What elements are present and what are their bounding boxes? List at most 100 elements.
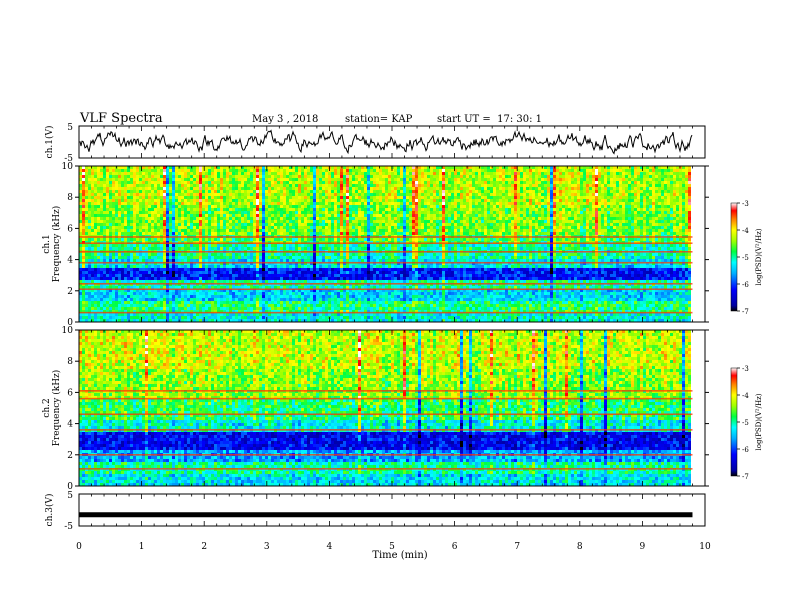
spectrogram-cell <box>304 268 307 271</box>
spectrogram-cell <box>352 178 355 181</box>
spectrogram-cell <box>208 298 211 301</box>
spectrogram-cell <box>115 181 118 184</box>
spectrogram-cell <box>265 175 268 178</box>
spectrogram-cell <box>136 229 139 232</box>
spectrogram-cell <box>211 190 214 193</box>
spectrogram-cell <box>310 229 313 232</box>
spectrogram-cell <box>313 208 316 211</box>
spectrogram-cell <box>259 184 262 187</box>
spectrogram-cell <box>94 187 97 190</box>
spectrogram-cell <box>253 289 256 292</box>
spectrogram-cell <box>187 298 190 301</box>
spectrogram-cell <box>103 259 106 262</box>
spectrogram-cell <box>223 217 226 220</box>
spectrogram-cell <box>292 280 295 283</box>
spectrogram-cell <box>130 229 133 232</box>
spectrogram-cell <box>115 247 118 250</box>
spectrogram-cell <box>247 259 250 262</box>
spectrogram-cell <box>139 226 142 229</box>
spectrogram-cell <box>346 193 349 196</box>
spectrogram-cell <box>157 178 160 181</box>
spectrogram-cell <box>253 217 256 220</box>
spectrogram-cell <box>181 178 184 181</box>
spectrogram-cell <box>295 187 298 190</box>
spectrogram-cell <box>82 295 85 298</box>
spectrogram-cell <box>364 238 367 241</box>
spectrogram-cell <box>235 175 238 178</box>
spectrogram-cell <box>295 316 298 319</box>
spectrogram-cell <box>103 307 106 310</box>
spectrogram-cell <box>163 190 166 193</box>
spectrogram-cell <box>247 307 250 310</box>
spectrogram-cell <box>85 178 88 181</box>
spectrogram-cell <box>310 289 313 292</box>
spectrogram-cell <box>136 169 139 172</box>
spectrogram-cell <box>121 169 124 172</box>
spectrogram-cell <box>169 187 172 190</box>
spectrogram-cell <box>205 280 208 283</box>
spectrogram-cell <box>295 301 298 304</box>
spectrogram-cell <box>148 292 151 295</box>
spectrogram-cell <box>184 184 187 187</box>
spectrogram-cell <box>202 256 205 259</box>
spectrogram-cell <box>127 208 130 211</box>
spectrogram-cell <box>298 226 301 229</box>
spectrogram-cell <box>298 304 301 307</box>
spectrogram-cell <box>304 223 307 226</box>
spectrogram-cell <box>313 289 316 292</box>
spectrogram-cell <box>124 295 127 298</box>
spectrogram-cell <box>124 274 127 277</box>
spectrogram-cell <box>193 184 196 187</box>
spectrogram-cell <box>292 244 295 247</box>
spectrogram-cell <box>118 304 121 307</box>
spectrogram-cell <box>190 259 193 262</box>
spectrogram-cell <box>361 190 364 193</box>
spectrogram-cell <box>118 244 121 247</box>
spectrogram-cell <box>259 175 262 178</box>
spectrogram-cell <box>349 205 352 208</box>
spectrogram-cell <box>361 175 364 178</box>
spectrogram-cell <box>355 289 358 292</box>
spectrogram-cell <box>364 310 367 313</box>
spectrogram-cell <box>136 313 139 316</box>
spectrogram-cell <box>253 208 256 211</box>
spectrogram-cell <box>349 211 352 214</box>
spectrogram-cell <box>166 196 169 199</box>
spectrogram-cell <box>142 286 145 289</box>
spectrogram-cell <box>343 226 346 229</box>
spectrogram-cell <box>220 310 223 313</box>
spectrogram-cell <box>361 265 364 268</box>
spectrogram-cell <box>238 223 241 226</box>
spectrogram-cell <box>304 244 307 247</box>
spectrogram-cell <box>109 175 112 178</box>
spectrogram-cell <box>271 244 274 247</box>
spectrogram-cell <box>199 319 202 322</box>
spectrogram-cell <box>100 166 103 169</box>
spectrogram-cell <box>163 253 166 256</box>
spectrogram-cell <box>343 202 346 205</box>
spectrogram-cell <box>322 220 325 223</box>
spectrogram-cell <box>85 292 88 295</box>
spectrogram-cell <box>241 223 244 226</box>
spectrogram-cell <box>187 316 190 319</box>
spectrogram-cell <box>196 223 199 226</box>
spectrogram-cell <box>100 310 103 313</box>
spectrogram-cell <box>136 247 139 250</box>
spectrogram-cell <box>169 277 172 280</box>
spectrogram-cell <box>358 316 361 319</box>
spectrogram-cell <box>103 268 106 271</box>
spectrogram-cell <box>106 286 109 289</box>
spectrogram-cell <box>241 208 244 211</box>
spectrogram-cell <box>235 211 238 214</box>
spectrogram-cell <box>280 286 283 289</box>
spectrogram-cell <box>310 223 313 226</box>
spectrogram-cell <box>220 271 223 274</box>
spectrogram-cell <box>292 289 295 292</box>
spectrogram-cell <box>259 295 262 298</box>
spectrogram-cell <box>85 247 88 250</box>
spectrogram-cell <box>112 316 115 319</box>
spectrogram-cell <box>259 199 262 202</box>
spectrogram-cell <box>355 307 358 310</box>
spectrogram-cell <box>163 196 166 199</box>
spectrogram-cell <box>274 286 277 289</box>
